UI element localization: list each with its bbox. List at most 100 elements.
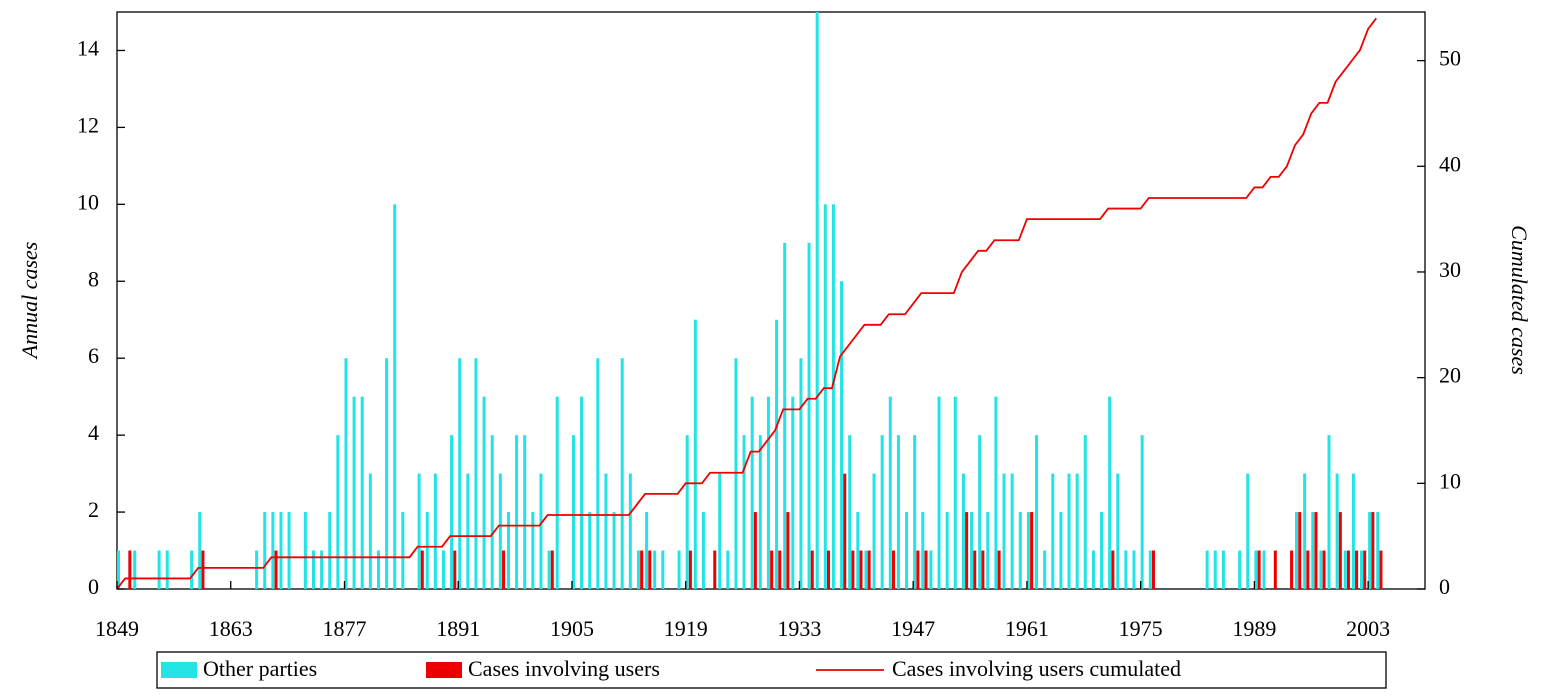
bar bbox=[945, 512, 949, 589]
bar bbox=[376, 550, 380, 589]
bar bbox=[815, 12, 819, 590]
bar bbox=[255, 550, 259, 589]
bar bbox=[1262, 550, 1266, 589]
bar bbox=[688, 550, 692, 589]
bar bbox=[571, 435, 575, 589]
bar bbox=[393, 204, 397, 590]
bar bbox=[778, 550, 782, 589]
bar bbox=[311, 550, 315, 589]
bar bbox=[157, 550, 161, 589]
bar bbox=[1360, 550, 1364, 589]
bar bbox=[482, 396, 486, 589]
bar bbox=[856, 512, 860, 589]
bar bbox=[1303, 473, 1307, 589]
bar bbox=[1335, 473, 1339, 589]
y2-tick-label: 30 bbox=[1439, 257, 1461, 282]
bar bbox=[1290, 550, 1294, 589]
bar bbox=[1343, 550, 1347, 589]
bar bbox=[1273, 550, 1277, 589]
bar bbox=[453, 550, 457, 589]
bar bbox=[620, 358, 624, 589]
bar bbox=[550, 550, 554, 589]
bar bbox=[929, 550, 933, 589]
y2-tick-label: 50 bbox=[1439, 46, 1461, 71]
plot-frame bbox=[116, 11, 1426, 590]
bar bbox=[1221, 550, 1225, 589]
bar bbox=[1051, 473, 1055, 589]
bar bbox=[1254, 550, 1258, 589]
bar bbox=[498, 473, 502, 589]
bar bbox=[1100, 512, 1104, 589]
legend-swatch bbox=[426, 662, 462, 678]
bar bbox=[133, 550, 137, 589]
bar bbox=[604, 473, 608, 589]
y2-axis-label: Cumulated cases bbox=[1507, 225, 1532, 375]
bar bbox=[1010, 473, 1014, 589]
bar bbox=[523, 435, 527, 589]
legend bbox=[156, 651, 1387, 689]
bar bbox=[994, 396, 998, 589]
bar bbox=[810, 550, 814, 589]
bar bbox=[653, 550, 657, 589]
bar bbox=[1132, 550, 1136, 589]
bar bbox=[742, 435, 746, 589]
legend-swatch bbox=[161, 662, 197, 678]
bar bbox=[1355, 550, 1359, 589]
bar bbox=[1376, 512, 1380, 589]
bar bbox=[336, 435, 340, 589]
bar bbox=[502, 550, 506, 589]
bar bbox=[1351, 473, 1355, 589]
bar bbox=[1018, 512, 1022, 589]
bar bbox=[1346, 550, 1350, 589]
x-tick-label: 1961 bbox=[1005, 616, 1049, 641]
bar bbox=[645, 512, 649, 589]
y2-tick-label: 0 bbox=[1439, 574, 1450, 599]
bar bbox=[1030, 512, 1034, 589]
bar bbox=[799, 358, 803, 589]
bar bbox=[1059, 512, 1063, 589]
bar bbox=[843, 473, 847, 589]
bar bbox=[1295, 512, 1299, 589]
bar bbox=[515, 435, 519, 589]
bar bbox=[978, 435, 982, 589]
bar bbox=[1363, 550, 1367, 589]
bar bbox=[287, 512, 291, 589]
y2-tick-label: 40 bbox=[1439, 151, 1461, 176]
bar bbox=[360, 396, 364, 589]
y-tick-label: 12 bbox=[77, 112, 99, 137]
bar bbox=[466, 473, 470, 589]
legend-label: Cases involving users bbox=[468, 656, 660, 681]
bar bbox=[1067, 473, 1071, 589]
bar bbox=[1111, 550, 1115, 589]
bar bbox=[786, 512, 790, 589]
bar bbox=[783, 242, 787, 590]
bar bbox=[425, 512, 429, 589]
y-axis-label: Annual cases bbox=[17, 242, 42, 361]
bar bbox=[417, 473, 421, 589]
bar bbox=[867, 550, 871, 589]
bar bbox=[274, 550, 278, 589]
x-tick-label: 1849 bbox=[95, 616, 139, 641]
bar bbox=[840, 281, 844, 589]
bar bbox=[892, 550, 896, 589]
bar bbox=[693, 319, 697, 589]
y-tick-label: 14 bbox=[77, 36, 99, 61]
bar bbox=[965, 512, 969, 589]
x-tick-label: 1877 bbox=[322, 616, 366, 641]
x-tick-label: 2003 bbox=[1346, 616, 1390, 641]
x-tick-label: 1989 bbox=[1232, 616, 1276, 641]
bar bbox=[555, 396, 559, 589]
bar bbox=[433, 473, 437, 589]
bar bbox=[344, 358, 348, 589]
bar bbox=[1371, 512, 1375, 589]
legend-label: Cases involving users cumulated bbox=[892, 656, 1181, 681]
bar bbox=[1124, 550, 1128, 589]
bar bbox=[916, 550, 920, 589]
bar bbox=[1322, 550, 1326, 589]
bar bbox=[872, 473, 876, 589]
bar bbox=[1338, 512, 1342, 589]
plot-area bbox=[117, 12, 1383, 590]
bar bbox=[490, 435, 494, 589]
bar bbox=[1035, 435, 1039, 589]
